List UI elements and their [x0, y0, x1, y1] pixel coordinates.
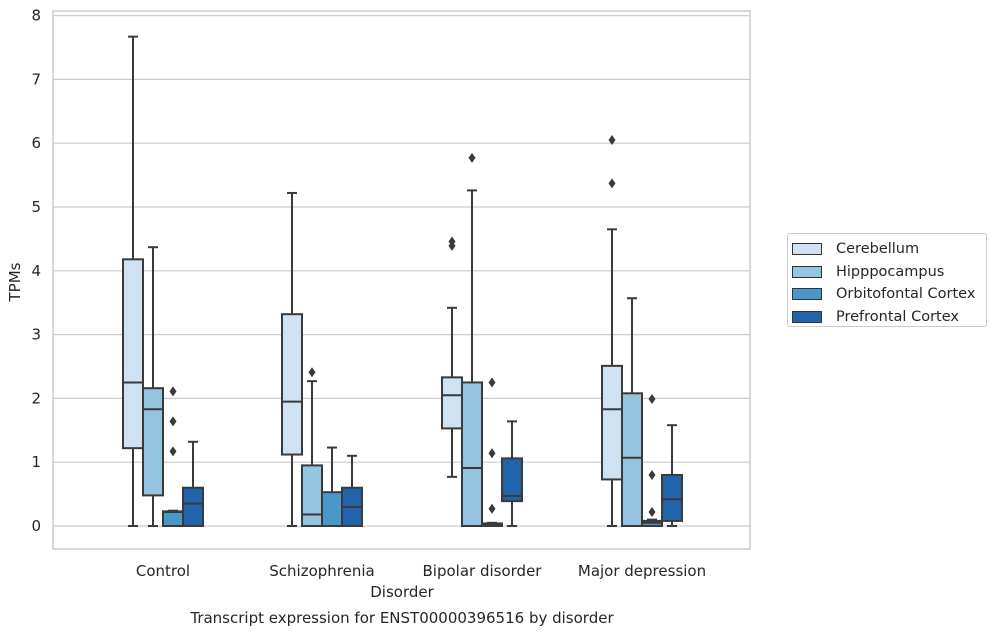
legend-label: Prefrontal Cortex [836, 308, 959, 325]
x-tick-labels: Control Schizophrenia Bipolar disorder Majo… [136, 562, 706, 580]
y-tick-labels: 0 1 2 3 4 5 6 7 8 [31, 7, 41, 535]
box [301, 464, 323, 528]
outlier-point [648, 506, 656, 517]
box-group [301, 367, 323, 528]
y-tick-label: 8 [31, 7, 41, 25]
box [661, 473, 683, 522]
outlier-point [488, 377, 496, 388]
outlier-point [169, 446, 177, 457]
legend-swatch [792, 265, 822, 278]
x-tick-label: Major depression [578, 562, 706, 580]
outlier-point [608, 135, 616, 146]
legend-item-hippocampus: Hipppocampus [792, 261, 986, 284]
x-tick-label: Schizophrenia [269, 562, 374, 580]
box [601, 364, 623, 481]
outlier-point [169, 386, 177, 397]
box-group [142, 246, 164, 527]
box-group [341, 454, 363, 527]
box [461, 381, 483, 528]
box-group [182, 440, 204, 527]
y-tick-label: 2 [31, 389, 41, 407]
legend-item-prefrontal-cortex: Prefrontal Cortex [792, 306, 986, 329]
legend-item-cerebellum: Cerebellum [792, 238, 986, 261]
y-tick-label: 4 [31, 262, 41, 280]
outlier-point [468, 152, 476, 163]
box [281, 313, 303, 456]
y-tick-label: 5 [31, 198, 41, 216]
box-group [461, 152, 483, 528]
box [501, 457, 523, 503]
outlier-point [488, 448, 496, 459]
legend-swatch [792, 288, 822, 301]
boxes [122, 35, 683, 528]
legend-label: Hipppocampus [836, 263, 945, 280]
y-tick-label: 7 [31, 70, 41, 88]
box-group [321, 446, 343, 528]
y-tick-label: 6 [31, 134, 41, 152]
outlier-point [648, 469, 656, 480]
y-axis-label: TPMs [6, 262, 24, 302]
box-group [621, 297, 643, 527]
box [142, 387, 164, 497]
y-tick-label: 1 [31, 453, 41, 471]
box-group [501, 420, 523, 527]
y-tick-label: 0 [31, 517, 41, 535]
legend: Cerebellum Hipppocampus Orbitofontal Cor… [787, 233, 987, 327]
box [122, 258, 144, 450]
box-group [601, 135, 623, 527]
outlier-point [648, 394, 656, 405]
box-group [661, 424, 683, 527]
box-group [122, 35, 144, 527]
chart-caption: Transcript expression for ENST0000039651… [189, 609, 614, 627]
x-tick-label: Bipolar disorder [423, 562, 543, 580]
box-group [481, 377, 503, 527]
box [321, 491, 343, 528]
x-axis-label: Disorder [370, 583, 434, 601]
outlier-point [448, 236, 456, 247]
x-tick-label: Control [136, 562, 190, 580]
box-group [641, 394, 663, 527]
box [441, 376, 463, 430]
box-group [281, 191, 303, 527]
legend-swatch [792, 243, 822, 256]
box [621, 392, 643, 527]
legend-item-orbitofrontal-cortex: Orbitofontal Cortex [792, 283, 986, 306]
box-group [162, 386, 184, 527]
box [162, 510, 184, 527]
plot-frame [52, 10, 751, 550]
y-tick-label: 3 [31, 326, 41, 344]
outlier-point [308, 367, 316, 378]
outlier-point [169, 416, 177, 427]
box [182, 486, 204, 527]
outlier-point [488, 503, 496, 514]
outlier-point [608, 178, 616, 189]
legend-swatch [792, 310, 822, 323]
box-group [441, 236, 463, 478]
legend-label: Cerebellum [836, 241, 920, 258]
legend-label: Orbitofontal Cortex [836, 286, 976, 303]
